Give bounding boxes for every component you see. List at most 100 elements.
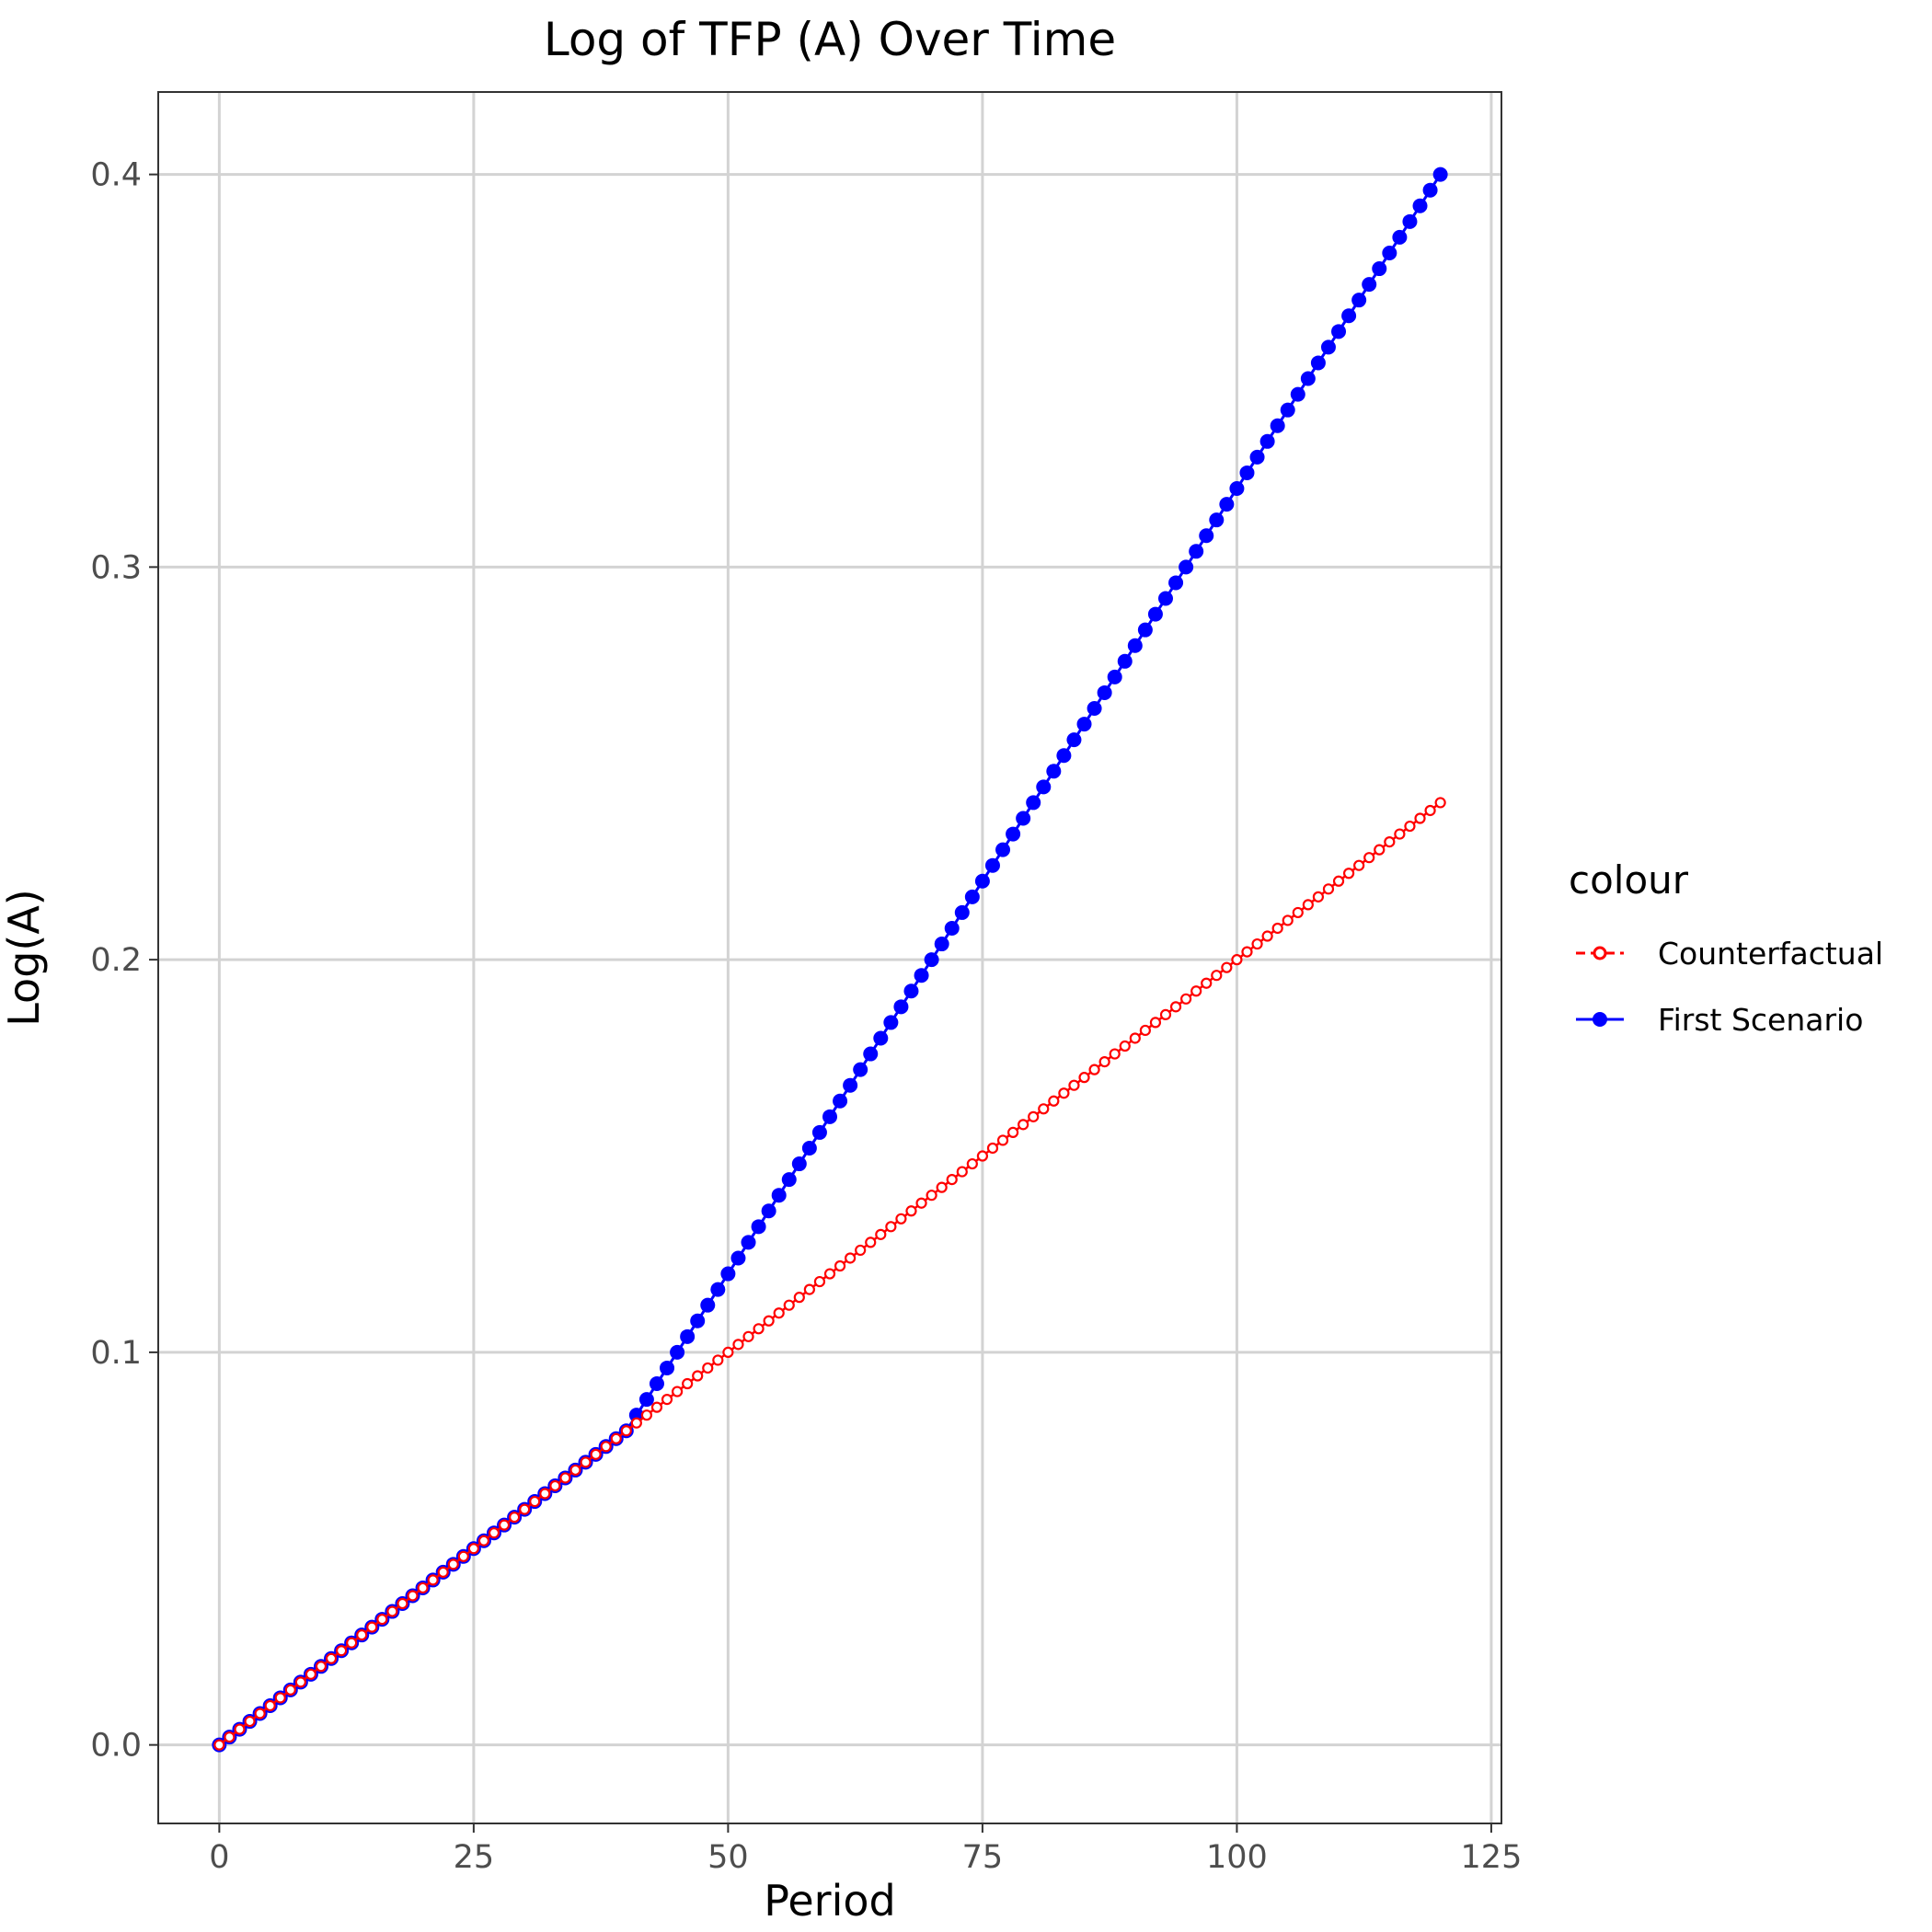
point-counterfactual-34 [559, 1472, 571, 1484]
point-counterfactual-100 [1231, 954, 1243, 966]
point-counterfactual-66 [885, 1221, 897, 1233]
point-first-scenario-115 [1382, 245, 1397, 260]
point-first-scenario-104 [1270, 418, 1285, 433]
point-counterfactual-3 [244, 1715, 256, 1728]
point-counterfactual-101 [1241, 946, 1253, 958]
point-first-scenario-88 [1107, 669, 1122, 684]
point-counterfactual-57 [793, 1292, 805, 1304]
point-first-scenario-101 [1239, 465, 1255, 480]
point-counterfactual-75 [976, 1150, 989, 1162]
point-counterfactual-84 [1068, 1079, 1080, 1091]
x-tick-label-125: 125 [1461, 1839, 1523, 1876]
point-counterfactual-71 [936, 1181, 948, 1193]
y-tick-label-1: 0.1 [90, 1335, 142, 1372]
point-counterfactual-97 [1201, 977, 1213, 989]
point-first-scenario-111 [1341, 308, 1357, 324]
legend-title: colour [1569, 857, 1689, 903]
point-counterfactual-109 [1322, 883, 1335, 895]
point-counterfactual-46 [682, 1377, 694, 1390]
point-first-scenario-48 [700, 1297, 716, 1313]
point-first-scenario-67 [893, 999, 909, 1015]
point-first-scenario-95 [1179, 559, 1194, 575]
point-counterfactual-28 [498, 1519, 511, 1531]
point-counterfactual-15 [366, 1621, 378, 1633]
point-counterfactual-119 [1424, 804, 1436, 817]
point-counterfactual-87 [1098, 1055, 1110, 1068]
point-first-scenario-119 [1422, 182, 1438, 198]
point-first-scenario-72 [944, 920, 960, 936]
point-first-scenario-76 [984, 857, 1000, 873]
point-counterfactual-69 [915, 1197, 927, 1209]
point-counterfactual-30 [519, 1503, 531, 1515]
point-first-scenario-45 [670, 1344, 685, 1360]
point-counterfactual-62 [845, 1252, 857, 1264]
point-first-scenario-105 [1280, 402, 1295, 418]
point-first-scenario-74 [964, 889, 980, 904]
y-tick-label-0: 0.0 [90, 1728, 142, 1765]
point-first-scenario-83 [1056, 748, 1072, 764]
point-first-scenario-120 [1432, 167, 1448, 182]
point-first-scenario-51 [730, 1250, 746, 1266]
point-first-scenario-87 [1097, 684, 1112, 700]
point-first-scenario-58 [801, 1140, 817, 1156]
point-counterfactual-5 [264, 1699, 276, 1712]
point-first-scenario-117 [1402, 213, 1418, 229]
point-counterfactual-50 [722, 1346, 734, 1358]
point-counterfactual-36 [580, 1456, 592, 1468]
point-counterfactual-24 [457, 1550, 469, 1562]
point-counterfactual-11 [325, 1652, 338, 1664]
point-first-scenario-99 [1219, 497, 1235, 512]
point-counterfactual-61 [834, 1259, 846, 1272]
x-tick-label-75: 75 [962, 1839, 1004, 1876]
point-counterfactual-96 [1190, 985, 1202, 997]
point-counterfactual-64 [865, 1236, 877, 1248]
point-counterfactual-106 [1292, 906, 1304, 919]
point-first-scenario-78 [1006, 826, 1021, 842]
point-first-scenario-52 [741, 1235, 756, 1250]
point-counterfactual-39 [610, 1432, 622, 1444]
x-tick-label-25: 25 [454, 1839, 495, 1876]
point-counterfactual-43 [650, 1401, 663, 1413]
point-first-scenario-64 [863, 1046, 879, 1062]
point-counterfactual-49 [712, 1354, 724, 1366]
point-first-scenario-77 [995, 842, 1011, 857]
point-counterfactual-63 [855, 1244, 867, 1257]
point-counterfactual-41 [630, 1417, 642, 1429]
point-first-scenario-116 [1392, 229, 1408, 245]
point-counterfactual-31 [529, 1495, 541, 1508]
point-counterfactual-117 [1404, 820, 1416, 833]
point-first-scenario-61 [833, 1093, 848, 1109]
point-counterfactual-33 [549, 1479, 561, 1492]
y-tick-label-3: 0.3 [90, 549, 142, 586]
point-counterfactual-17 [386, 1605, 398, 1617]
point-counterfactual-4 [254, 1708, 266, 1719]
point-counterfactual-107 [1302, 899, 1314, 911]
point-counterfactual-44 [661, 1393, 673, 1406]
legend-key-marker-counterfactual [1593, 946, 1607, 960]
y-axis-title: Log(A) [0, 889, 49, 1027]
point-counterfactual-70 [926, 1190, 937, 1202]
point-first-scenario-89 [1117, 653, 1133, 669]
point-counterfactual-7 [284, 1684, 296, 1696]
point-first-scenario-107 [1300, 371, 1316, 386]
point-counterfactual-29 [509, 1512, 521, 1524]
point-counterfactual-27 [488, 1527, 500, 1539]
point-first-scenario-84 [1066, 732, 1082, 748]
legend-item-counterfactual: Counterfactual [1576, 936, 1883, 972]
point-counterfactual-32 [539, 1488, 551, 1500]
point-counterfactual-19 [407, 1590, 419, 1602]
point-counterfactual-74 [966, 1157, 978, 1170]
point-first-scenario-60 [822, 1109, 837, 1124]
point-counterfactual-38 [600, 1441, 612, 1453]
point-counterfactual-73 [956, 1166, 968, 1178]
point-first-scenario-118 [1412, 198, 1428, 213]
x-axis-title: Period [764, 1876, 895, 1926]
point-first-scenario-108 [1310, 355, 1326, 371]
y-tick-label-2: 0.2 [90, 942, 142, 979]
point-first-scenario-70 [924, 952, 939, 968]
legend: colour Counterfactual First Scenario [1569, 857, 1883, 1038]
point-counterfactual-0 [213, 1739, 225, 1751]
point-first-scenario-54 [761, 1203, 776, 1219]
point-first-scenario-42 [638, 1392, 654, 1408]
